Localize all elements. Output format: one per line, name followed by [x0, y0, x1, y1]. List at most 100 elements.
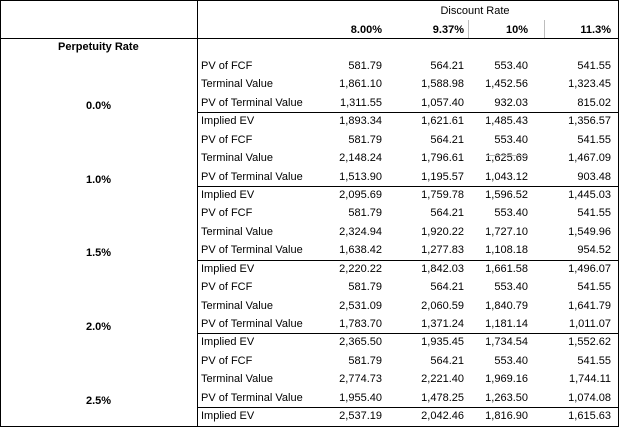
cell-value: 903.48	[577, 171, 611, 183]
perpetuity-rate-value: 2.0%	[85, 321, 112, 333]
cell-value: 1,445.03	[568, 189, 611, 201]
cell-value: 1,478.25	[421, 392, 464, 404]
cell-value: 1,920.22	[421, 226, 464, 238]
cell-value: 564.21	[430, 207, 464, 219]
cell-value: 1,323.45	[568, 78, 611, 90]
cell-value: 2,060.59	[421, 300, 464, 312]
cell-value: 1,661.58	[485, 263, 528, 275]
cell-value: 1,969.16	[485, 373, 528, 385]
cell-value: 553.40	[494, 281, 528, 293]
cell-value: 541.55	[577, 134, 611, 146]
cell-value: 1,588.98	[421, 78, 464, 90]
perpetuity-rate-label: Perpetuity Rate	[58, 41, 139, 53]
cell-value: 1,893.34	[339, 115, 382, 127]
cell-value: 2,095.69	[339, 189, 382, 201]
row-terminal-value-label: Terminal Value	[201, 226, 273, 238]
cell-value: 553.40	[494, 134, 528, 146]
cell-value: 2,042.46	[421, 410, 464, 422]
cell-value: 2,324.94	[339, 226, 382, 238]
row-implied-ev-label: Implied EV	[201, 263, 255, 275]
label-column-divider	[197, 0, 198, 427]
cell-value: 1,074.08	[568, 392, 611, 404]
cell-value: 2,774.73	[339, 373, 382, 385]
cell-value: 954.52	[577, 244, 611, 256]
top-border	[0, 0, 619, 1]
block-divider	[197, 260, 619, 261]
row-terminal-value-label: Terminal Value	[201, 373, 273, 385]
cell-value: 581.79	[348, 207, 382, 219]
cell-value: 932.03	[494, 97, 528, 109]
cell-value: 1,744.11	[568, 373, 611, 385]
cell-value: 1,311.55	[339, 97, 382, 109]
cell-value: 1,734.54	[485, 336, 528, 348]
cell-value: 1,277.83	[421, 244, 464, 256]
cell-value: 1,263.50	[485, 392, 528, 404]
cell-value: 2,365.50	[339, 336, 382, 348]
cell-value: 1,615.63	[568, 410, 611, 422]
cell-value: 1,108.18	[485, 244, 528, 256]
cell-value: 1,840.79	[485, 300, 528, 312]
cell-value: 1,356.57	[568, 115, 611, 127]
cell-value: 564.21	[430, 281, 464, 293]
cell-value: 1,496.07	[568, 263, 611, 275]
header-tick	[468, 20, 469, 38]
cell-value: 541.55	[577, 60, 611, 72]
row-implied-ev-label: Implied EV	[201, 189, 255, 201]
row-pv-of-fcf-label: PV of FCF	[201, 134, 253, 146]
cell-value: 553.40	[494, 355, 528, 367]
cell-value: 581.79	[348, 355, 382, 367]
cell-value: 1,371.24	[421, 318, 464, 330]
cell-value: 1,513.90	[339, 171, 382, 183]
cell-value: 815.02	[577, 97, 611, 109]
cell-value: 1,861.10	[339, 78, 382, 90]
cell-value: 1,467.09	[568, 152, 611, 164]
cell-value: 1,552.62	[568, 336, 611, 348]
cell-value: 1,816.90	[485, 410, 528, 422]
perpetuity-rate-value: 0.0%	[85, 100, 112, 112]
cell-value: 553.40	[494, 60, 528, 72]
row-terminal-value-label: Terminal Value	[201, 300, 273, 312]
cell-highlight-line	[488, 155, 528, 156]
cell-value: 1,596.52	[485, 189, 528, 201]
cell-value: 541.55	[577, 207, 611, 219]
perpetuity-rate-value: 2.5%	[85, 395, 112, 407]
cell-value: 541.55	[577, 281, 611, 293]
cell-value: 1,727.10	[485, 226, 528, 238]
row-pv-of-terminal-value-label: PV of Terminal Value	[201, 392, 303, 404]
cell-value: 1,935.45	[421, 336, 464, 348]
row-terminal-value-label: Terminal Value	[201, 152, 273, 164]
cell-value: 1,759.78	[421, 189, 464, 201]
cell-value: 1,549.96	[568, 226, 611, 238]
header-tick	[544, 20, 545, 38]
block-divider	[197, 186, 619, 187]
cell-value: 1,625.69	[485, 152, 528, 164]
perpetuity-rate-value: 1.0%	[85, 174, 112, 186]
cell-value: 1,621.61	[421, 115, 464, 127]
cell-value: 581.79	[348, 60, 382, 72]
header-divider	[0, 38, 619, 39]
cell-value: 581.79	[348, 134, 382, 146]
cell-value: 1,195.57	[421, 171, 464, 183]
row-pv-of-terminal-value-label: PV of Terminal Value	[201, 171, 303, 183]
discount-rate-header: 8.00%	[350, 24, 382, 36]
cell-value: 564.21	[430, 355, 464, 367]
row-pv-of-terminal-value-label: PV of Terminal Value	[201, 244, 303, 256]
left-border	[0, 0, 1, 427]
cell-value: 1,181.14	[485, 318, 528, 330]
cell-value: 553.40	[494, 207, 528, 219]
discount-rate-header: 10%	[505, 24, 528, 36]
block-divider	[197, 407, 619, 408]
discount-rate-header: 11.3%	[580, 24, 611, 36]
row-pv-of-fcf-label: PV of FCF	[201, 60, 253, 72]
block-divider	[197, 333, 619, 334]
block-divider	[197, 112, 619, 113]
row-pv-of-fcf-label: PV of FCF	[201, 355, 253, 367]
cell-value: 1,641.79	[568, 300, 611, 312]
cell-value: 581.79	[348, 281, 382, 293]
cell-value: 1,057.40	[421, 97, 464, 109]
cell-value: 1,638.42	[339, 244, 382, 256]
perpetuity-rate-value: 1.5%	[85, 247, 112, 259]
cell-value: 1,011.07	[568, 318, 611, 330]
cell-value: 2,537.19	[339, 410, 382, 422]
